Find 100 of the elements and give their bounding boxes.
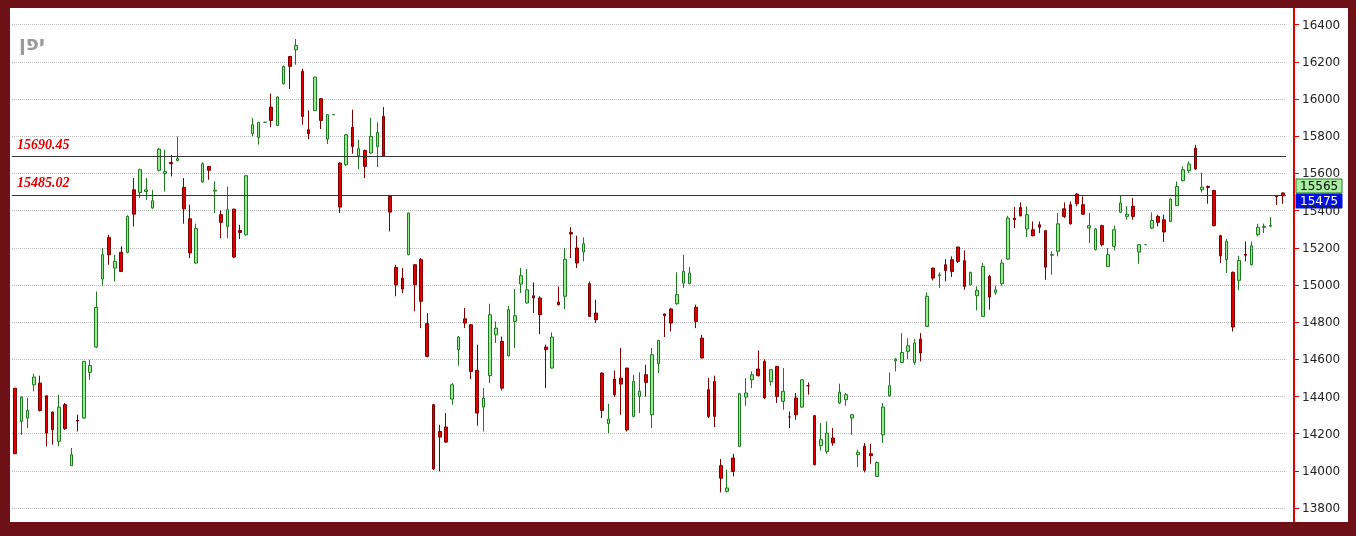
y-tick-label: 14200 (1302, 426, 1341, 441)
candlestick (194, 223, 198, 265)
candlestick (38, 375, 42, 412)
candlestick (944, 258, 947, 282)
candlestick (1000, 259, 1004, 287)
candlestick (744, 377, 748, 407)
candlestick (1206, 185, 1210, 205)
candlestick (1006, 215, 1010, 261)
candlestick (1175, 180, 1179, 207)
candlestick (76, 414, 79, 432)
candlestick (369, 117, 373, 155)
candlestick (169, 154, 173, 177)
candlestick (226, 185, 229, 239)
candlestick (869, 443, 873, 465)
candlestick (956, 246, 960, 264)
candlestick (1244, 240, 1247, 262)
candlestick (569, 226, 573, 259)
candlestick (1125, 205, 1129, 221)
candlestick (388, 195, 392, 232)
candlestick (288, 55, 292, 90)
candlestick (313, 76, 317, 112)
candlestick (338, 161, 342, 214)
candlestick (207, 165, 211, 181)
candlestick (382, 106, 385, 158)
candlestick (575, 235, 579, 269)
candlestick (1044, 229, 1047, 281)
candlestick (1069, 201, 1072, 226)
y-tick-label: 14800 (1302, 315, 1341, 330)
candlestick (519, 267, 523, 294)
candlestick (82, 360, 86, 420)
candlestick (632, 374, 635, 418)
candlestick (1237, 255, 1241, 291)
candlestick (994, 285, 997, 296)
candlestick (1050, 250, 1054, 276)
candlestick (482, 387, 485, 432)
candlestick (413, 263, 417, 312)
candlestick (963, 249, 966, 291)
candlestick (1162, 214, 1166, 243)
candlestick (488, 303, 492, 384)
candlestick (719, 458, 723, 493)
candlestick (344, 133, 348, 167)
candlestick (444, 412, 448, 444)
candlestick (688, 266, 691, 285)
candlestick (20, 396, 23, 436)
y-tick-label: 16000 (1302, 92, 1341, 107)
candlestick (588, 280, 591, 318)
candlestick (1081, 196, 1085, 216)
y-tick-label: 14400 (1302, 389, 1341, 404)
text: 15565 (1300, 179, 1339, 193)
candlestick (725, 469, 729, 493)
candlestick (1019, 201, 1022, 217)
candlestick (950, 255, 954, 278)
candlestick (613, 370, 616, 398)
candlestick (157, 147, 161, 172)
candlestick (57, 394, 61, 447)
candlestick (1250, 240, 1253, 266)
candlestick (1200, 172, 1204, 193)
candlestick (563, 247, 567, 310)
candlestick (1013, 206, 1016, 229)
candlestick (276, 95, 279, 127)
candlestick (1137, 243, 1141, 265)
candlestick (419, 257, 423, 329)
candlestick (1100, 224, 1104, 247)
candlestick (282, 65, 285, 86)
candlestick (794, 392, 798, 421)
candlestick (70, 447, 73, 467)
y-tick-label: 13800 (1302, 501, 1341, 516)
candlestick (1075, 192, 1079, 207)
candlestick (319, 97, 323, 130)
candlestick (307, 109, 310, 140)
candlestick (875, 460, 879, 478)
candlestick (450, 382, 454, 406)
candlestick (1038, 220, 1041, 234)
candlestick (906, 337, 910, 360)
candlestick (1181, 165, 1185, 182)
candlestick (657, 339, 660, 374)
candlestick (763, 358, 766, 400)
y-tick-label: 14000 (1302, 463, 1341, 478)
candlestick (856, 449, 860, 468)
candlestick (682, 254, 685, 289)
candlestick (831, 427, 835, 447)
candlestick (694, 304, 698, 329)
candlestick (713, 375, 716, 428)
candlestick (513, 288, 517, 349)
candlestick (707, 377, 710, 419)
candlestick (51, 410, 54, 446)
candlestick (1169, 198, 1172, 223)
candlestick (625, 367, 629, 432)
candlestick (432, 403, 435, 471)
candlestick (1112, 225, 1116, 251)
candlestick (425, 312, 429, 358)
candlestick (607, 403, 610, 434)
candlestick (532, 281, 535, 314)
candlestick (881, 402, 885, 444)
candlestick (925, 291, 929, 328)
candlestick (494, 320, 498, 344)
y-tick-label: 15200 (1302, 240, 1341, 255)
candlestick (463, 307, 467, 329)
candlestick (913, 338, 916, 366)
candlestick (363, 149, 367, 179)
